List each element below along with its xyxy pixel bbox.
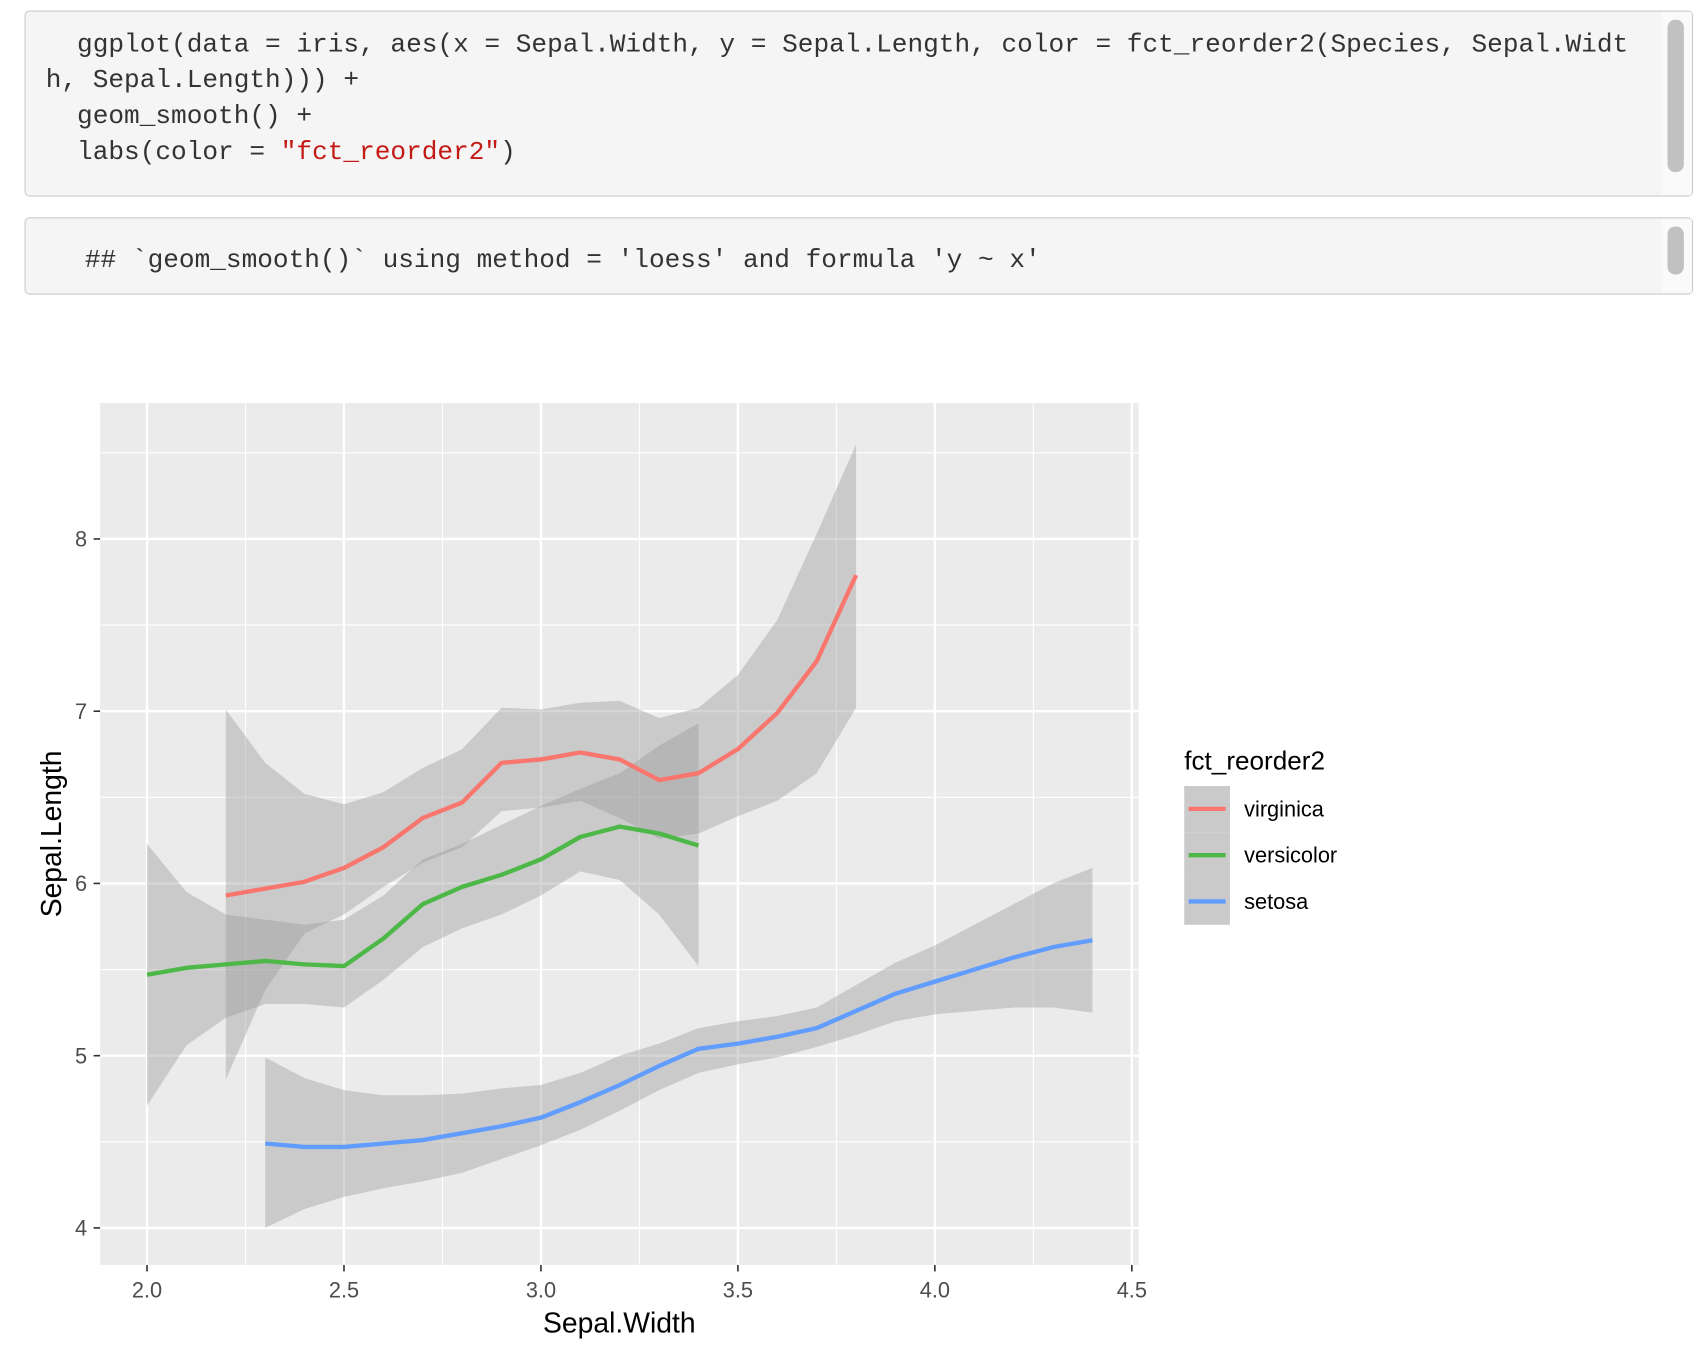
x-tick-label: 3.0 [526,1278,556,1303]
code-line: ggplot(data = iris, aes(x = Sepal.Width,… [46,29,1629,59]
smooth-line [225,574,859,898]
x-tick-label: 4.5 [1117,1278,1147,1303]
confidence-band [265,867,1093,1228]
code-token: "fct_reorder2" [281,137,500,167]
smooth-line [265,938,1093,1150]
legend-title: fct_reorder2 [1184,746,1325,776]
y-tick-label: 6 [75,871,87,896]
output-box [24,217,1694,295]
scrollbar-thumb[interactable] [1667,226,1684,275]
legend-item: setosa [1184,878,1309,925]
x-axis-title: Sepal.Width [543,1306,696,1338]
x-tick-label: 2.5 [329,1278,359,1303]
legend-label: setosa [1244,889,1309,914]
y-tick-label: 4 [75,1216,87,1241]
confidence-band [147,723,699,1106]
code-token: ggplot(data = iris, aes(x = Sepal.Width,… [46,29,1629,59]
code-token: geom_smooth() + [46,101,312,131]
code-line: geom_smooth() + [46,101,312,131]
scrollbar-thumb[interactable] [1667,19,1684,173]
code-line: h, Sepal.Length))) + [46,65,359,95]
code-token: labs(color = [46,137,281,167]
code-text: ggplot(data = iris, aes(x = Sepal.Width,… [46,29,1629,167]
legend-label: versicolor [1244,843,1337,868]
legend-item: virginica [1184,786,1325,833]
y-axis-title: Sepal.Length [35,751,67,918]
code-box [24,10,1694,197]
legend-label: virginica [1244,797,1325,822]
legend-item: versicolor [1184,832,1337,879]
x-tick-label: 2.0 [132,1278,162,1303]
y-tick-label: 5 [75,1043,87,1068]
code-block: ggplot(data = iris, aes(x = Sepal.Width,… [24,10,1694,197]
code-token: h, Sepal.Length))) + [46,65,359,95]
confidence-band [225,444,857,1080]
y-tick-label: 8 [75,527,87,552]
x-tick-label: 3.5 [723,1278,753,1303]
smooth-line [146,824,700,977]
y-tick-label: 7 [75,699,87,724]
code-line: labs(color = "fct_reorder2") [46,137,516,167]
output-text: ## `geom_smooth()` using method = 'loess… [85,245,1041,275]
chart: 4 5 6 7 8 2.0 2.5 3.0 3.5 4.0 4.5 Sepal.Width Sepal.… [35,402,1337,1338]
code-token: ) [500,137,516,167]
x-tick-label: 4.0 [920,1278,950,1303]
plot-panel [100,402,1139,1265]
output-block: ## `geom_smooth()` using method = 'loess… [24,217,1694,295]
